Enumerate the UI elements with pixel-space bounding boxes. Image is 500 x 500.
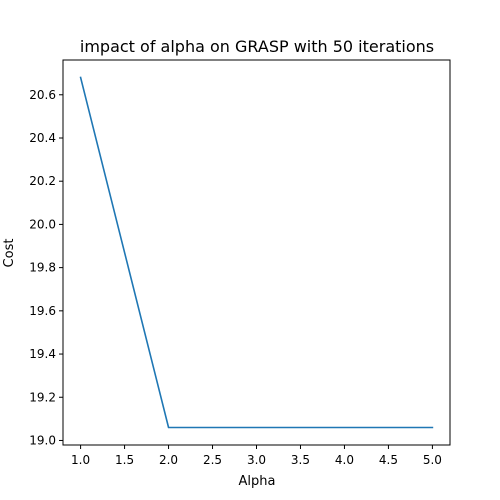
chart-title: impact of alpha on GRASP with 50 iterati… (80, 37, 434, 56)
y-axis-label: Cost (2, 239, 17, 268)
y-tick-label-4: 19.8 (29, 261, 56, 275)
x-tick-label-0: 1.0 (71, 453, 90, 467)
x-tick-label-5: 3.5 (291, 453, 310, 467)
y-tick-label-8: 20.6 (29, 88, 56, 102)
y-tick-label-3: 19.6 (29, 304, 56, 318)
x-axis-label: Alpha (239, 474, 276, 489)
x-tick-label-6: 4.0 (335, 453, 354, 467)
x-tick-label-2: 2.0 (159, 453, 178, 467)
y-tick-label-1: 19.2 (29, 390, 56, 404)
y-tick-label-2: 19.4 (29, 347, 56, 361)
x-tick-label-3: 2.5 (203, 453, 222, 467)
x-tick-label-7: 4.5 (379, 453, 398, 467)
y-tick-label-5: 20.0 (29, 217, 56, 231)
x-tick-label-1: 1.5 (115, 453, 134, 467)
y-tick-label-0: 19.0 (29, 433, 56, 447)
y-tick-label-7: 20.4 (29, 131, 56, 145)
x-tick-label-8: 5.0 (423, 453, 442, 467)
y-tick-label-6: 20.2 (29, 174, 56, 188)
x-tick-label-4: 3.0 (247, 453, 266, 467)
